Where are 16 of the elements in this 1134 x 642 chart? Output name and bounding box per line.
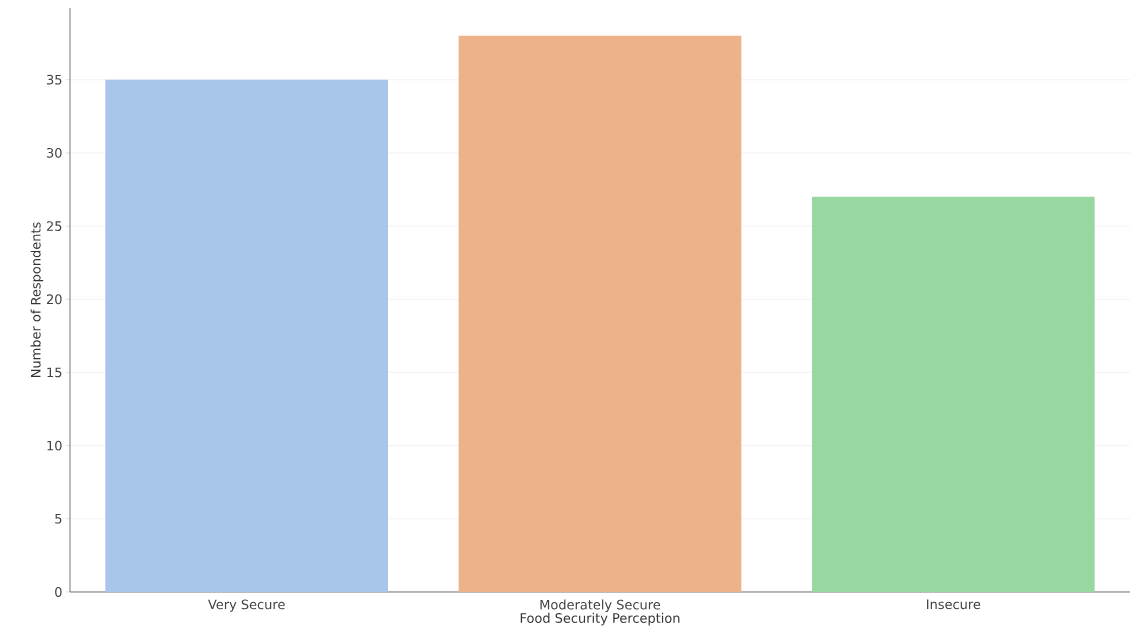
- bar: [105, 79, 388, 592]
- y-tick-label: 15: [47, 367, 62, 378]
- y-tick-label: 30: [46, 147, 62, 158]
- y-tick-label: 10: [47, 440, 62, 451]
- y-tick-label: 25: [46, 221, 62, 231]
- x-axis-title: Food Security Perception: [520, 612, 680, 626]
- y-tick-label: 35: [46, 74, 62, 85]
- y-axis-title: Number of Respondents: [30, 222, 44, 377]
- bar: [811, 196, 1095, 592]
- y-tick-label: 5: [55, 513, 62, 524]
- x-tick-label: Moderately Secure: [540, 599, 661, 613]
- y-tick-label: 20: [46, 294, 62, 305]
- bar: [458, 35, 742, 592]
- x-tick-label: Very Secure: [208, 599, 285, 612]
- x-tick-label: Insecure: [927, 599, 981, 610]
- y-tick-label: 0: [55, 587, 62, 597]
